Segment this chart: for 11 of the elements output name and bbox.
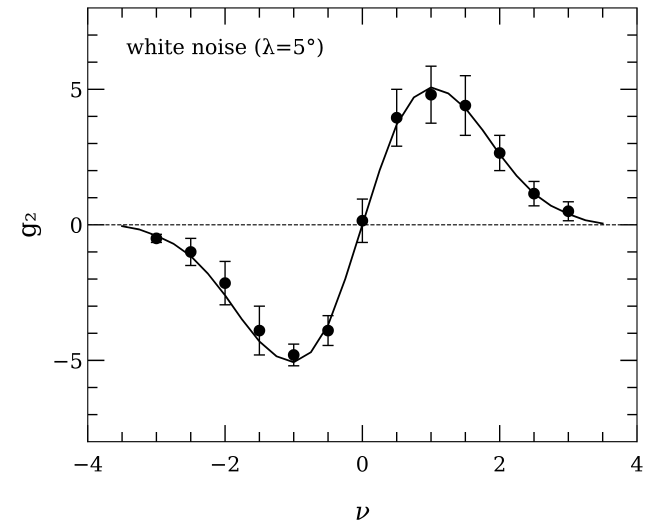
x-tick-label: 2 — [494, 456, 504, 472]
y-tick-label: 5 — [71, 82, 82, 98]
y-tick-label: −5 — [54, 353, 82, 369]
annotation: white noise (λ=5°) — [126, 38, 323, 58]
y-axis-title: g₂ — [22, 213, 42, 237]
x-axis-title: ν — [356, 506, 370, 520]
x-tick-label: −4 — [74, 456, 102, 472]
x-tick-label: 0 — [357, 456, 368, 472]
y-tick-label: 0 — [71, 217, 82, 234]
x-tick-label: 4 — [631, 456, 643, 472]
x-tick-label: −2 — [212, 456, 238, 472]
